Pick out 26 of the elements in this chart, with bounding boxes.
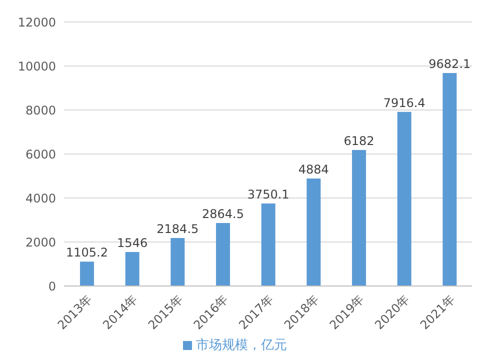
data-label: 1546 bbox=[117, 236, 148, 250]
data-label: 3750.1 bbox=[247, 188, 290, 202]
bar bbox=[306, 178, 321, 286]
y-tick-label: 8000 bbox=[25, 103, 56, 118]
y-tick-label: 6000 bbox=[25, 147, 56, 162]
data-label: 4884 bbox=[298, 162, 329, 177]
data-label: 2184.5 bbox=[156, 222, 199, 236]
data-label: 9682.1 bbox=[428, 56, 471, 71]
data-label: 7916.4 bbox=[383, 96, 426, 110]
bar bbox=[80, 262, 94, 286]
bar bbox=[170, 238, 185, 286]
y-tick-label: 0 bbox=[48, 279, 56, 294]
bar bbox=[125, 252, 140, 286]
bar bbox=[352, 150, 366, 286]
legend-label: 市场规模，亿元 bbox=[196, 338, 287, 353]
y-tick-label: 10000 bbox=[18, 59, 56, 74]
y-tick-label: 2000 bbox=[25, 235, 56, 250]
bar bbox=[442, 72, 457, 286]
data-label: 1105.2 bbox=[66, 246, 108, 260]
y-tick-label: 4000 bbox=[25, 191, 56, 206]
data-label: 2864.5 bbox=[202, 206, 244, 221]
y-tick-label: 12000 bbox=[18, 15, 56, 30]
bar bbox=[397, 112, 412, 286]
bar bbox=[261, 204, 276, 286]
data-label: 6182 bbox=[344, 134, 374, 148]
bar bbox=[216, 222, 230, 286]
